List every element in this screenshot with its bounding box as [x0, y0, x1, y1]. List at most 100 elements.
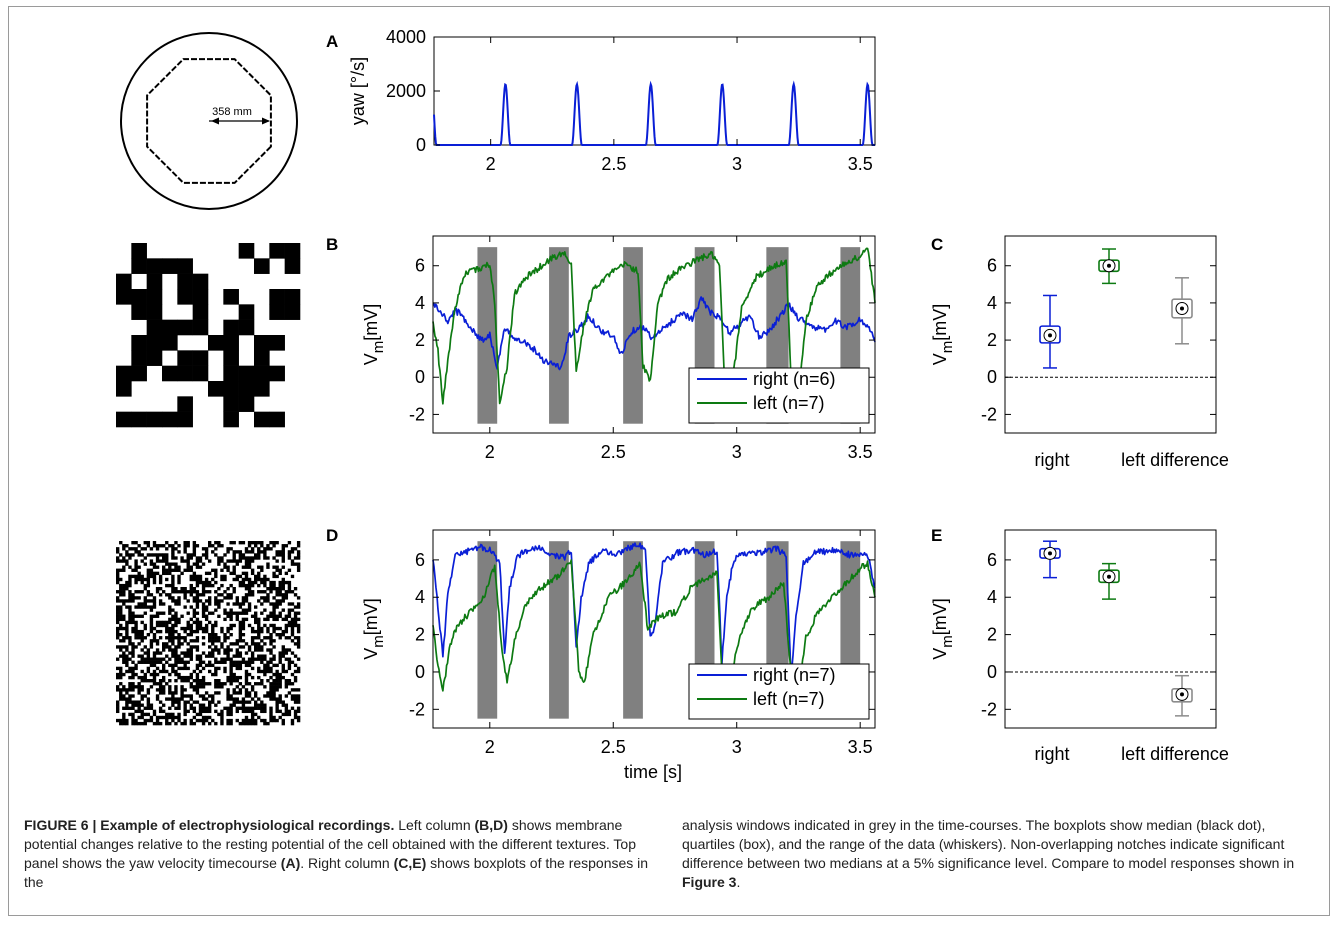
texture-cell — [247, 590, 252, 594]
texture-cell — [128, 608, 132, 612]
texture-cell — [137, 565, 141, 569]
texture-cell — [214, 660, 218, 664]
texture-cell — [149, 645, 154, 649]
right-trace — [432, 542, 876, 680]
texture-cell — [293, 675, 298, 680]
texture-cell — [198, 709, 203, 714]
texture-cell — [143, 583, 147, 588]
texture-cell — [201, 651, 206, 655]
texture-cell — [238, 639, 243, 643]
texture-cell — [152, 626, 157, 631]
texture-cell — [263, 623, 267, 628]
texture-cell — [192, 547, 197, 551]
texture-cell — [137, 660, 141, 664]
texture-cell — [192, 350, 209, 366]
texture-cell — [177, 602, 181, 606]
y-tick-label: 6 — [415, 550, 425, 570]
texture-cell — [146, 411, 163, 428]
texture-cell — [287, 709, 292, 714]
texture-cell — [296, 611, 301, 615]
texture-cell — [146, 706, 151, 710]
texture-cell — [241, 633, 246, 637]
texture-cell — [201, 580, 206, 585]
texture-cell — [180, 697, 184, 701]
texture-cell — [198, 580, 203, 585]
texture-cell — [140, 654, 144, 658]
y-tick-label: 6 — [415, 256, 425, 276]
texture-cell — [134, 547, 138, 551]
texture-cell — [165, 654, 169, 658]
texture-cell — [204, 605, 209, 609]
texture-cell — [229, 559, 233, 563]
panel-c-box-right — [1039, 294, 1061, 369]
texture-cell — [226, 596, 230, 600]
texture-cell — [278, 660, 282, 664]
texture-cell — [186, 675, 190, 680]
y-tick-label: 0 — [415, 662, 425, 682]
texture-cell — [244, 583, 249, 588]
texture-cell — [238, 381, 255, 397]
texture-cell — [177, 672, 181, 677]
texture-cell — [287, 556, 292, 560]
texture-cell — [272, 611, 276, 615]
texture-cell — [244, 617, 249, 622]
texture-cell — [278, 694, 282, 698]
texture-cell — [229, 596, 233, 600]
texture-cell — [293, 715, 298, 720]
texture-cell — [272, 694, 276, 698]
texture-cell — [214, 703, 218, 707]
texture-cell — [131, 660, 135, 664]
texture-cell — [192, 596, 197, 600]
texture-cell — [195, 654, 200, 658]
texture-cell — [244, 679, 249, 683]
texture-cell — [204, 583, 209, 588]
texture-cell — [247, 694, 252, 698]
texture-cell — [192, 700, 197, 704]
texture-cell — [226, 694, 230, 698]
texture-cell — [140, 574, 144, 579]
texture-cell — [214, 636, 218, 640]
texture-cell — [238, 319, 255, 336]
texture-cell — [257, 574, 261, 579]
texture-cell — [174, 636, 178, 640]
texture-cell — [232, 642, 236, 646]
texture-cell — [168, 663, 172, 668]
texture-cell — [116, 596, 120, 600]
fine-texture — [116, 541, 301, 726]
texture-cell — [260, 639, 264, 643]
texture-cell — [131, 651, 135, 655]
texture-cell — [214, 599, 218, 603]
texture-cell — [134, 559, 138, 563]
texture-cell — [204, 580, 209, 585]
texture-cell — [211, 648, 215, 652]
texture-cell — [284, 657, 289, 661]
caption-text: shows membrane potential changes relativ… — [24, 817, 636, 871]
texture-cell — [217, 666, 221, 671]
texture-cell — [192, 562, 197, 566]
texture-cell — [229, 642, 233, 646]
texture-cell — [287, 553, 292, 557]
texture-cell — [149, 620, 154, 625]
texture-cell — [238, 611, 243, 615]
caption-title: FIGURE 6 | Example of electrophysiologic… — [24, 817, 395, 833]
texture-cell — [211, 577, 215, 582]
texture-cell — [272, 697, 276, 701]
texture-cell — [220, 626, 224, 631]
texture-cell — [229, 633, 233, 637]
texture-cell — [168, 685, 172, 689]
texture-cell — [174, 620, 178, 625]
texture-cell — [281, 617, 285, 622]
texture-cell — [146, 599, 151, 603]
texture-cell — [119, 617, 123, 622]
texture-cell — [186, 559, 190, 563]
texture-cell — [275, 568, 279, 572]
texture-cell — [140, 712, 144, 717]
texture-cell — [275, 672, 279, 677]
texture-cell — [171, 718, 175, 723]
texture-cell — [238, 700, 243, 704]
texture-cell — [250, 712, 255, 717]
texture-cell — [195, 559, 200, 563]
radius-label: 358 mm — [212, 106, 252, 118]
texture-cell — [158, 669, 163, 674]
texture-cell — [254, 350, 270, 366]
